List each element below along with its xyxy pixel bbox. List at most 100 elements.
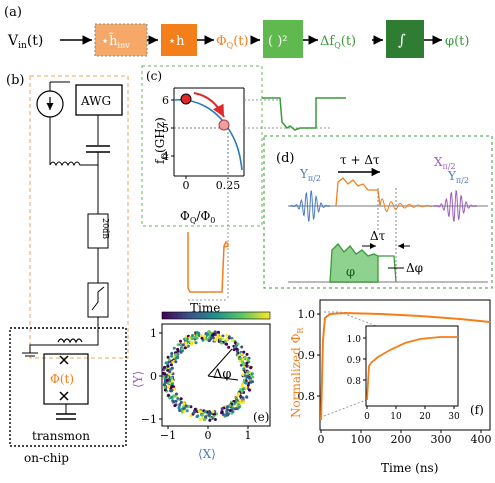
- e-iq-point: [164, 375, 168, 379]
- attenuator-label: 20dB: [101, 218, 110, 239]
- e-iq-point: [216, 333, 220, 337]
- e-iq-point: [247, 376, 251, 380]
- f-inset-y-tick-label: 1.0: [347, 335, 362, 345]
- e-iq-point: [235, 349, 239, 353]
- e-iq-point: [194, 341, 198, 345]
- c-ytick-group: 4 5 6: [162, 94, 174, 163]
- e-iq-point: [166, 364, 170, 368]
- f-x-tick-label: 0: [318, 433, 325, 446]
- e-iq-point: [176, 347, 180, 351]
- e-radius-2: [207, 375, 239, 381]
- e-iq-point: [170, 352, 174, 356]
- panel-label-d: (d): [276, 151, 294, 166]
- c-xlabel: ΦQ/Φ0: [180, 209, 215, 225]
- e-iq-point: [221, 336, 225, 340]
- e-iq-point: [213, 330, 217, 334]
- d-oscillation: [379, 198, 433, 213]
- onchip-label: on-chip: [24, 451, 69, 465]
- e-iq-point: [187, 404, 191, 408]
- f-inset-frame: [365, 325, 459, 407]
- e-iq-point: [213, 418, 217, 421]
- e-iq-point: [251, 380, 254, 384]
- e-x-tick-label: 0: [205, 429, 212, 442]
- e-iq-point: [225, 333, 229, 337]
- e-iq-point: [171, 379, 174, 383]
- e-iq-point: [179, 397, 183, 401]
- f-inset-ytick-group: 0.8 0.9 1.0: [347, 335, 366, 387]
- panel-c: (c) 4 5 6 0 0.25 fQ(GHz) ΦQ/Φ0 Time: [141, 65, 346, 315]
- e-iq-point: [163, 385, 167, 389]
- e-iq-point: [165, 378, 169, 382]
- e-iq-point: [251, 375, 255, 379]
- e-iq-point: [241, 396, 245, 400]
- c-ylabel: fQ(GHz): [153, 117, 169, 164]
- e-y-tick-label: 0: [150, 370, 157, 383]
- d-ramsey-pulse-1: [289, 190, 331, 222]
- e-iq-point: [205, 337, 209, 341]
- e-iq-point: [175, 392, 178, 396]
- e-iq-point: [220, 411, 224, 415]
- panel-e: Δφ (e) −1 0 1 1 0 −1 ⟨X⟩ ⟨Y⟩: [131, 311, 271, 461]
- e-iq-point: [184, 337, 188, 341]
- e-iq-point: [197, 331, 201, 335]
- d-x-pulse-label: Xπ/2: [434, 155, 456, 171]
- e-iq-point: [203, 418, 206, 422]
- e-iq-point: [190, 340, 194, 344]
- room-temp-box: [29, 75, 129, 359]
- d-y2-pulse-label: Yπ/2: [447, 169, 469, 185]
- panel-d: (d) Yπ/2 Xπ/2 Yπ/2 τ + Δτ φ Δτ Δφ: [263, 135, 493, 289]
- d-dtau-label: Δτ: [370, 229, 386, 243]
- e-iq-point: [163, 377, 167, 381]
- c-x-tick-label: 0: [183, 179, 190, 192]
- e-dphi-label: Δφ: [213, 367, 232, 382]
- square-block-label: ( )²: [268, 34, 288, 49]
- e-iq-point: [207, 413, 211, 417]
- e-iq-point: [226, 408, 230, 412]
- d-phase-area: [329, 243, 379, 283]
- e-iq-point: [245, 395, 249, 399]
- e-iq-point: [163, 365, 166, 369]
- e-ytick-group: 1 0 −1: [141, 327, 162, 426]
- e-iq-point: [225, 342, 229, 346]
- c-end-marker: [218, 119, 230, 131]
- f-y-tick-label: 0.8: [298, 390, 316, 403]
- e-iq-point: [169, 363, 173, 367]
- e-iq-point: [169, 389, 173, 393]
- e-iq-point: [203, 410, 207, 414]
- chain-output: φ(t): [445, 34, 469, 49]
- e-iq-point: [239, 357, 242, 361]
- e-iq-point: [180, 347, 184, 351]
- e-y-tick-label: 1: [150, 327, 157, 340]
- e-iq-point: [170, 376, 174, 380]
- e-y-tick-label: −1: [141, 413, 157, 426]
- e-x-tick-label: 1: [245, 429, 252, 442]
- f-ylabel: Normalized ΦR: [289, 327, 305, 418]
- e-iq-point: [211, 410, 215, 414]
- e-iq-point: [241, 357, 245, 361]
- e-iq-point: [173, 394, 177, 398]
- c-freq-pulse: [262, 97, 346, 131]
- e-iq-point: [167, 360, 171, 364]
- e-iq-point: [172, 346, 176, 350]
- e-iq-point: [177, 405, 181, 409]
- e-iq-point: [174, 360, 178, 364]
- e-iq-point: [181, 343, 185, 347]
- e-iq-point: [204, 415, 208, 419]
- junction-top: [59, 355, 69, 365]
- e-iq-point: [201, 413, 205, 417]
- c-y-tick-label: 6: [162, 94, 169, 107]
- c-xtick-group: 0 0.25: [183, 176, 240, 192]
- e-iq-point: [209, 416, 213, 420]
- f-inset-xtick-group: 0 10 20 30: [364, 406, 460, 422]
- e-iq-point: [240, 352, 244, 356]
- flux-label: Φ(t): [50, 372, 74, 386]
- e-iq-point: [239, 363, 243, 367]
- h-block: [161, 24, 197, 56]
- e-iq-point: [179, 400, 183, 404]
- e-iq-point: [176, 397, 180, 400]
- transmon-label: transmon: [32, 429, 90, 443]
- e-iq-point: [238, 359, 242, 363]
- c-y-tick-label: 5: [162, 122, 169, 135]
- e-iq-point: [236, 342, 240, 346]
